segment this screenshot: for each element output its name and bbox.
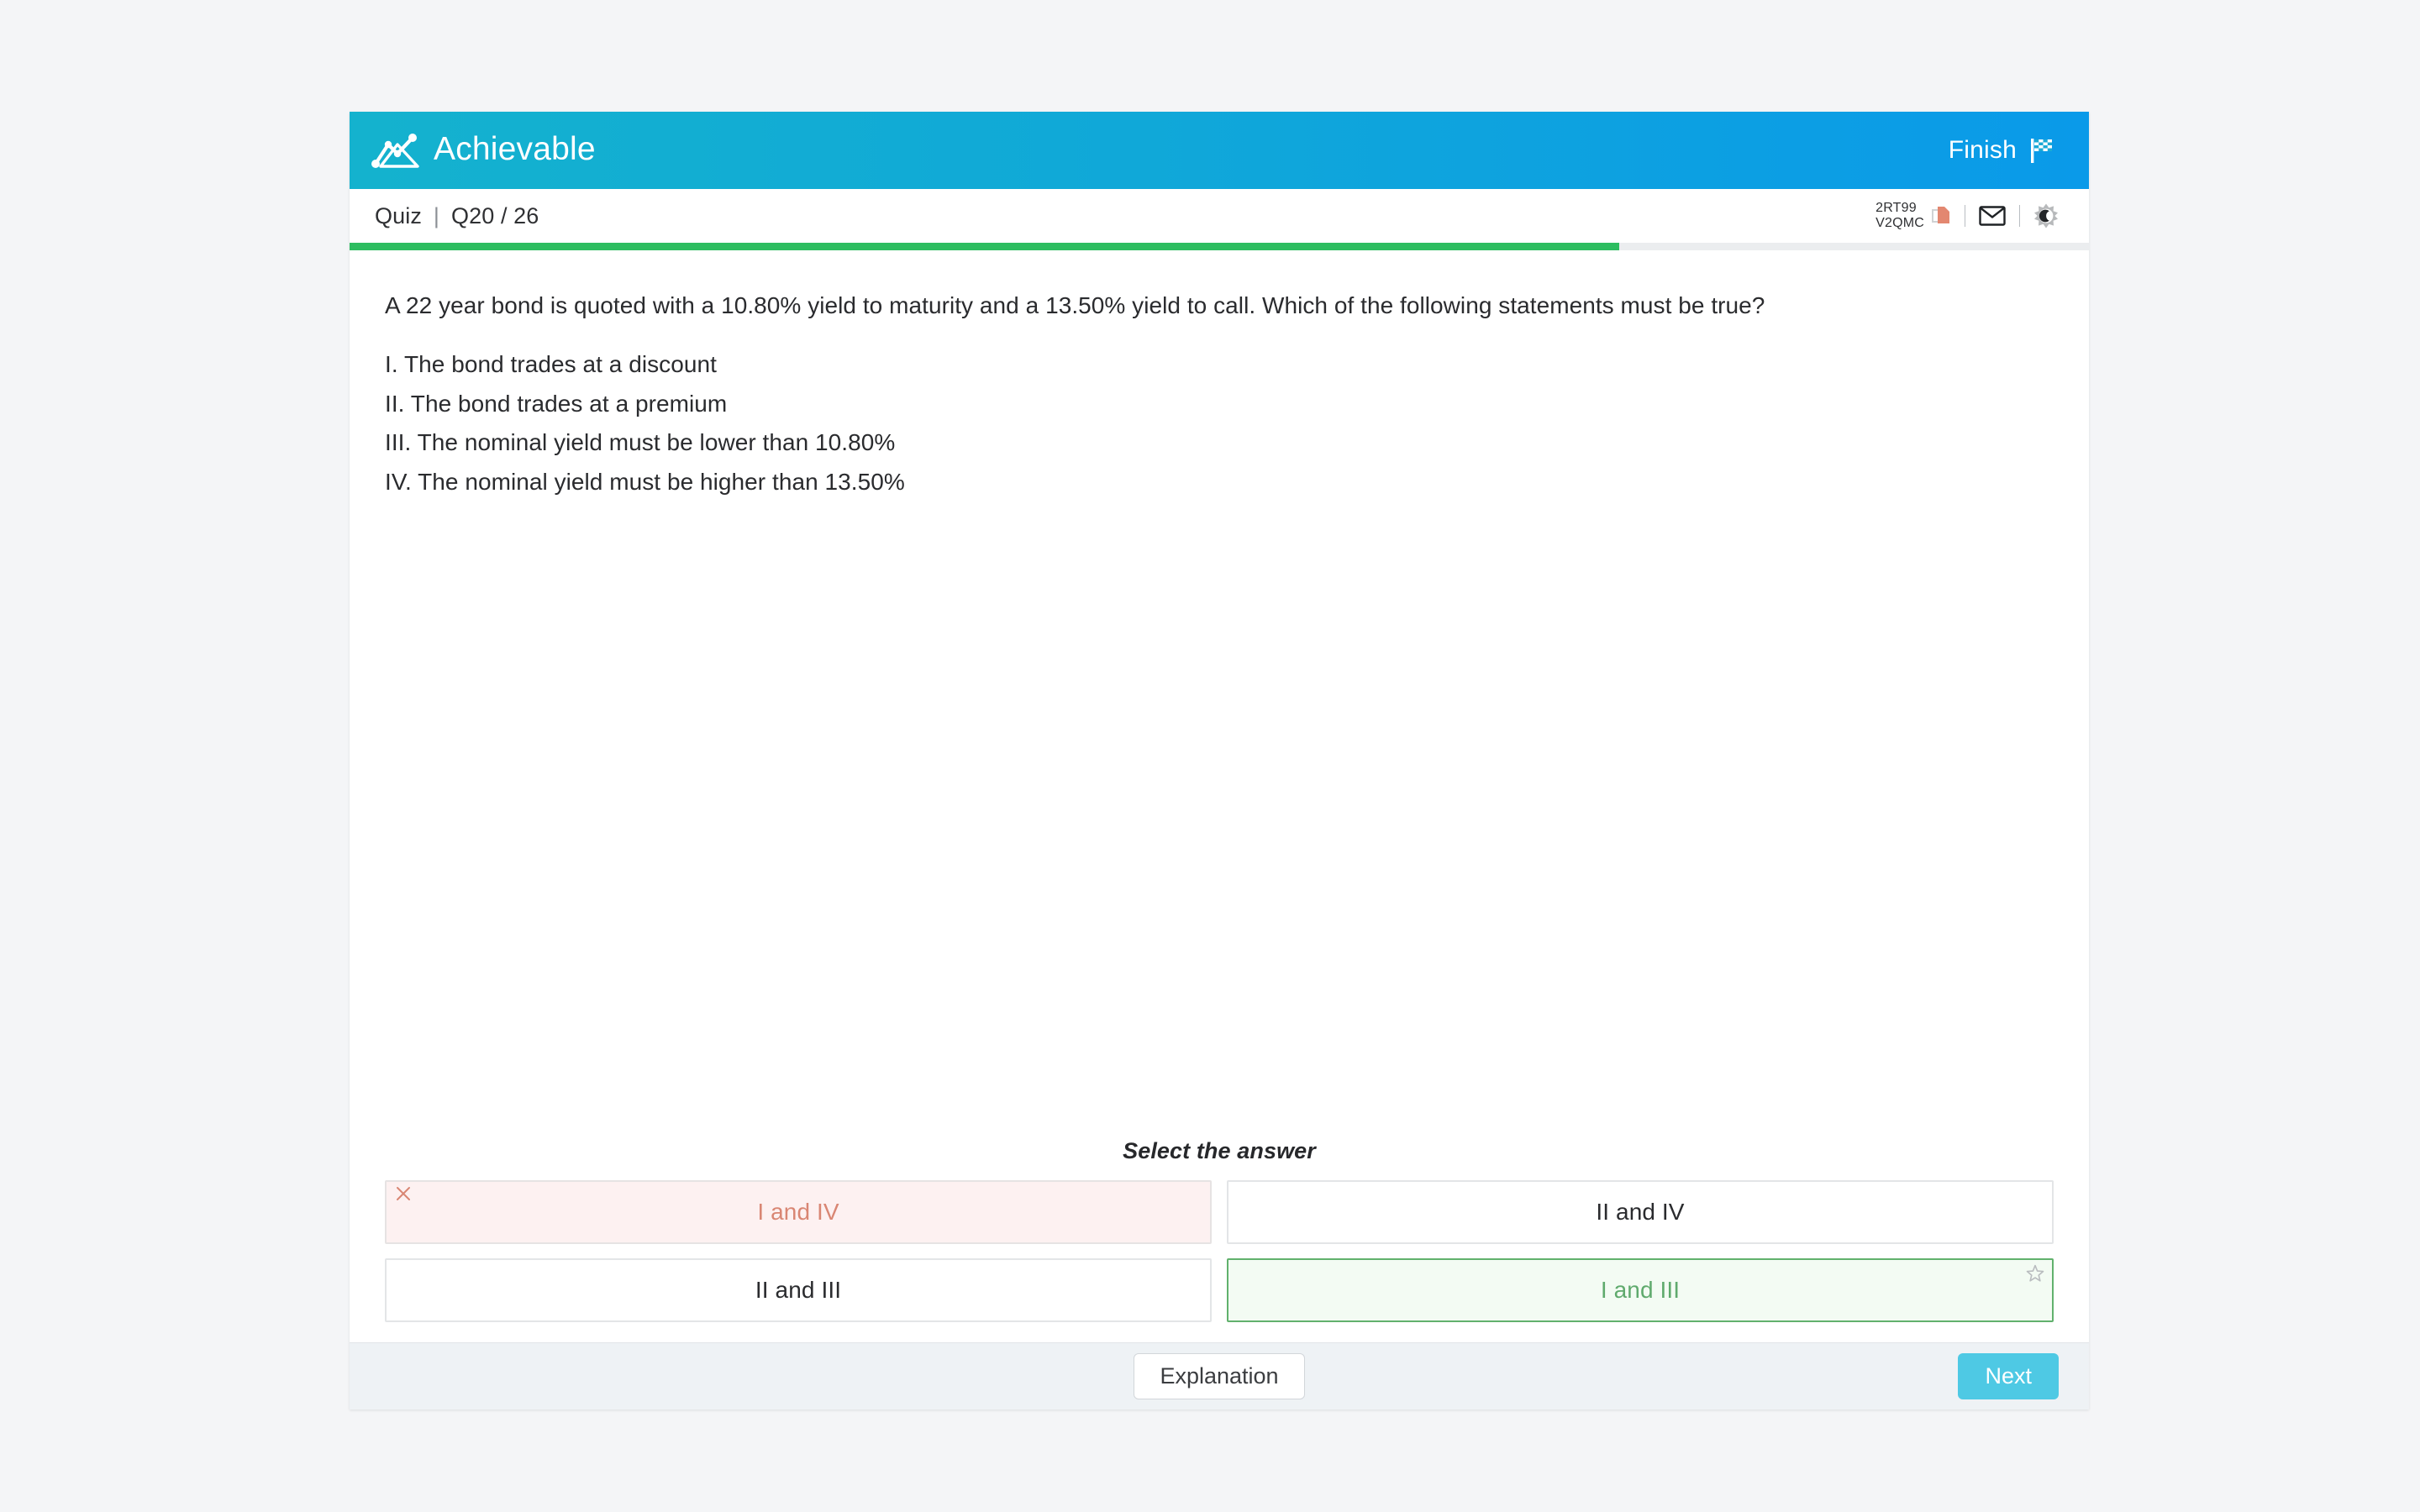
session-code-line1: 2RT99 [1876,201,1917,216]
next-button[interactable]: Next [1958,1352,2059,1400]
answer-option[interactable]: I and IV [385,1180,1212,1244]
infobar-tools: 2RT99 V2QMC [1876,201,2059,231]
quiz-progress-bar [350,243,2089,250]
quiz-infobar: Quiz | Q20 / 26 2RT99 V2QMC [350,189,2089,243]
question-statement: IV. The nominal yield must be higher tha… [385,469,905,496]
answer-option[interactable]: II and III [385,1258,1212,1322]
question-statement: II. The bond trades at a premium [385,390,728,417]
envelope-icon[interactable] [1979,205,2006,227]
question-counter: Q20 / 26 [451,202,539,228]
question-statement: I. The bond trades at a discount [385,350,717,377]
app-header: Achievable Finish [350,112,2089,189]
quiz-progress-fill [350,243,1620,250]
brand-name: Achievable [434,131,596,167]
answer-option-label: II and IV [1596,1199,1685,1225]
question-body: A 22 year bond is quoted with a 10.80% y… [350,250,2089,1342]
question-stem: A 22 year bond is quoted with a 10.80% y… [385,292,1765,318]
quiz-mode-label: Quiz [375,202,422,228]
finish-label: Finish [1948,136,2017,164]
breadcrumb: Quiz | Q20 / 26 [375,203,539,229]
answer-option-label: II and III [755,1277,842,1303]
question-statements: I. The bond trades at a discount II. The … [385,349,2054,497]
finish-button[interactable]: Finish [1949,136,2057,165]
breadcrumb-separator: | [433,202,440,228]
mountain-chart-icon [371,132,420,169]
question-statement: III. The nominal yield must be lower tha… [385,429,896,456]
answer-options-grid: I and IV II and IV II and III I and III [385,1180,2054,1342]
answer-option-label: I and III [1600,1277,1681,1303]
dark-mode-toggle-icon[interactable] [2033,203,2059,228]
answer-option[interactable]: II and IV [1227,1180,2054,1244]
divider [2019,205,2020,227]
quiz-card: Achievable Finish [350,112,2089,1410]
answer-option[interactable]: I and III [1227,1258,2054,1322]
session-code[interactable]: 2RT99 V2QMC [1876,201,1951,231]
session-code-line2: V2QMC [1876,216,1924,230]
body-spacer [385,497,2054,1138]
session-code-text: 2RT99 V2QMC [1876,201,1924,231]
quiz-footer: Explanation Next [350,1342,2089,1410]
answer-option-label: I and IV [757,1199,839,1225]
explanation-button[interactable]: Explanation [1134,1352,1305,1400]
brand-logo[interactable]: Achievable [371,132,596,169]
checkered-flag-icon [2028,136,2057,165]
copy-icon[interactable] [1931,205,1951,227]
select-answer-prompt: Select the answer [1123,1138,1316,1163]
